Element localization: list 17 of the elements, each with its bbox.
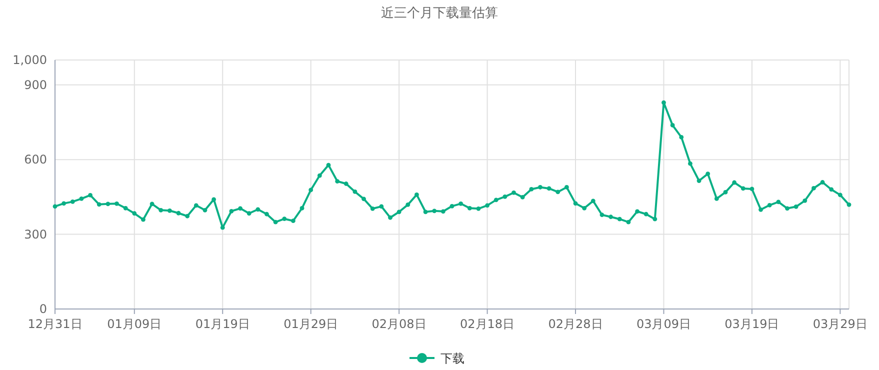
x-tick-label: 01月29日 (284, 317, 338, 331)
x-tick-label: 03月19日 (724, 317, 780, 331)
y-tick-label: 1,000 (12, 53, 47, 67)
x-tick-label: 01月09日 (107, 317, 162, 331)
x-tick-label: 01月19日 (195, 317, 250, 331)
x-tick-label: 03月29日 (812, 317, 868, 331)
x-tick-label: 03月09日 (636, 317, 692, 331)
chart-title: 近三个月下载量估算 (381, 6, 498, 21)
legend-label: 下载 (440, 352, 464, 366)
y-tick-label: 0 (39, 302, 47, 316)
x-tick-label: 02月28日 (548, 317, 603, 331)
x-tick-label: 02月18日 (460, 317, 515, 331)
y-tick-label: 900 (24, 78, 47, 92)
x-tick-label: 12月31日 (28, 317, 82, 331)
y-tick-label: 300 (24, 227, 47, 242)
y-tick-label: 600 (24, 152, 47, 167)
x-tick-label: 02月08日 (372, 317, 426, 331)
